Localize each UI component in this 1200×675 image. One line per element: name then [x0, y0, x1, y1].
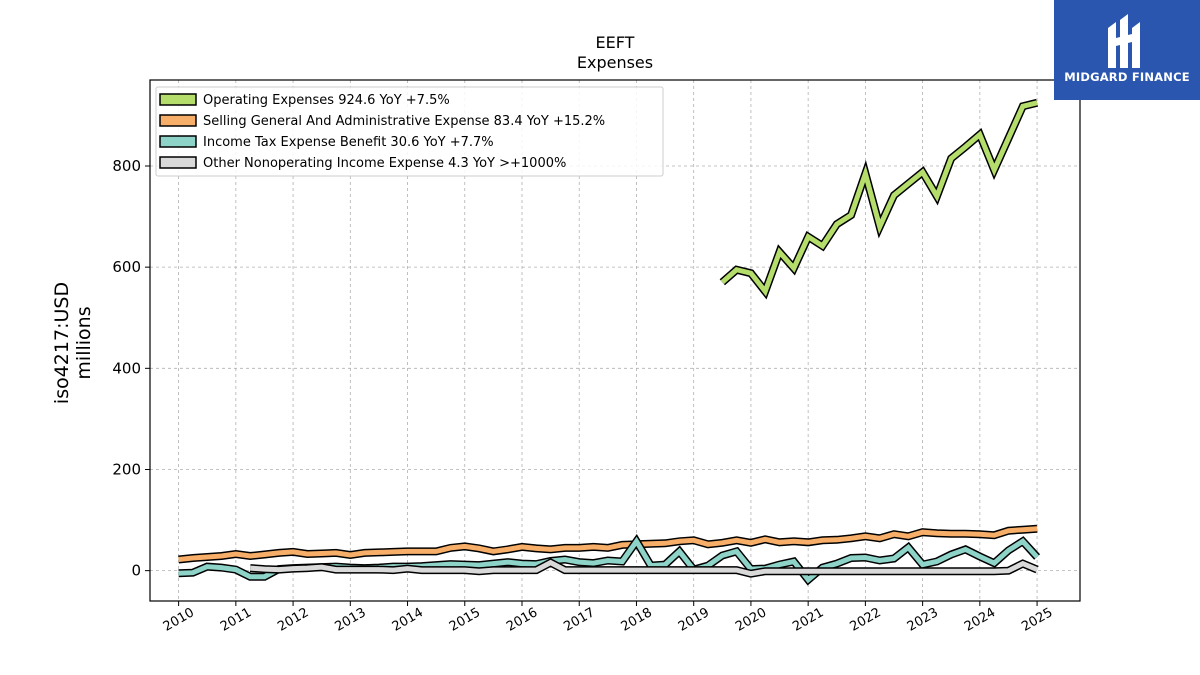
x-tick-label: 2015	[447, 605, 483, 635]
legend-label-0: Operating Expenses 924.6 YoY +7.5%	[203, 93, 450, 108]
y-tick-label: 800	[112, 157, 141, 175]
chart-subtitle: Expenses	[577, 53, 653, 72]
y-tick-label: 400	[112, 359, 141, 377]
x-tick-label: 2013	[332, 605, 368, 635]
x-tick-label: 2018	[619, 605, 655, 635]
y-axis-label-line2: millions	[73, 306, 95, 379]
series-lines	[178, 98, 1041, 586]
plot-frame	[149, 79, 1081, 602]
y-ticks: 0 200 400 600 800	[112, 157, 150, 580]
legend-swatch-0	[159, 93, 197, 106]
x-tick-label: 2014	[390, 605, 426, 635]
x-tick-label: 2024	[962, 605, 998, 635]
series-line-1	[178, 526, 1038, 562]
y-axis-label-line1: iso4217:USD	[51, 282, 73, 404]
x-tick-label: 2025	[1019, 605, 1055, 635]
y-axis-label: iso4217:USD millions	[51, 282, 95, 404]
legend-swatch-3	[159, 156, 197, 169]
series-line-3	[250, 559, 1039, 577]
x-tick-label: 2017	[561, 605, 597, 635]
x-tick-label: 2023	[905, 605, 941, 635]
legend-label-1: Selling General And Administrative Expen…	[203, 114, 605, 129]
legend-swatch-1	[159, 114, 197, 127]
legend-swatch-2	[159, 135, 197, 148]
x-tick-label: 2016	[504, 605, 540, 635]
y-tick-label: 0	[131, 562, 141, 580]
x-tick-label: 2012	[275, 605, 311, 635]
chart-title: EEFT	[596, 33, 635, 52]
x-tick-label: 2020	[733, 605, 769, 635]
legend-label-3: Other Nonoperating Income Expense 4.3 Yo…	[203, 156, 566, 171]
series-outline-0	[719, 98, 1039, 300]
grid	[150, 80, 1080, 601]
legend: Operating Expenses 924.6 YoY +7.5% Selli…	[155, 86, 664, 177]
brand-name: MIDGARD FINANCE	[1064, 70, 1190, 84]
x-tick-label: 2019	[676, 605, 712, 635]
brand-logo: MIDGARD FINANCE	[1054, 0, 1200, 100]
x-tick-label: 2022	[848, 605, 884, 635]
y-tick-label: 200	[112, 460, 141, 478]
x-tick-label: 2011	[218, 605, 254, 635]
x-ticks: 2010 2011 2012 2013 2014 2015 2016 2017 2018 2019…	[161, 601, 1055, 635]
series-line-0	[720, 100, 1038, 297]
midgard-logo-icon	[1108, 14, 1140, 68]
x-tick-label: 2021	[790, 605, 826, 635]
x-tick-label: 2010	[161, 605, 197, 635]
legend-frame	[155, 86, 664, 177]
y-tick-label: 600	[112, 258, 141, 276]
legend-label-2: Income Tax Expense Benefit 30.6 YoY +7.7…	[203, 135, 494, 150]
